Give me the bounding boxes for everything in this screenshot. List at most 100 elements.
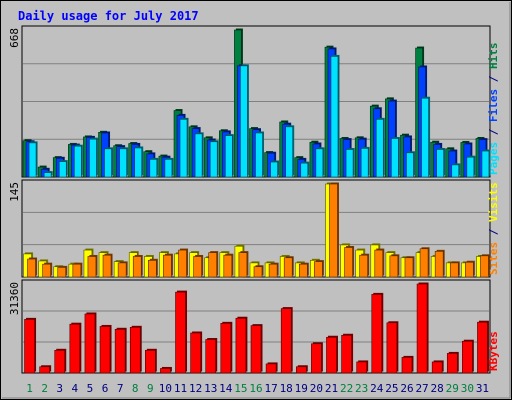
bar-sites xyxy=(283,257,293,278)
x-tick-label: 7 xyxy=(117,382,124,395)
legend-entry: Hits xyxy=(487,43,500,70)
bar-pages xyxy=(345,149,354,178)
bar-kbytes xyxy=(265,363,277,374)
bar-sites xyxy=(57,267,67,278)
bar-kbytes xyxy=(326,336,337,374)
bar-pages xyxy=(481,150,490,178)
bar-sites xyxy=(449,262,459,278)
bar-pages xyxy=(119,148,127,178)
x-tick-label: 27 xyxy=(415,382,428,395)
bar-sites xyxy=(148,260,157,278)
bar-kbytes xyxy=(114,328,126,374)
bar-pages xyxy=(209,141,218,178)
panel-kbytes: 31360 KBytes xyxy=(8,279,500,374)
bar-kbytes xyxy=(280,308,292,374)
bar-sites xyxy=(389,255,399,278)
bar-pages xyxy=(406,152,414,178)
bar-kbytes xyxy=(24,319,35,374)
bar-kbytes xyxy=(39,366,50,374)
x-tick-label: 10 xyxy=(159,382,172,395)
bar-kbytes xyxy=(477,321,488,374)
side-legend: Sites / Visits xyxy=(487,182,500,275)
bar-pages xyxy=(330,56,339,178)
bar-sites xyxy=(132,256,142,278)
x-tick-label: 9 xyxy=(147,382,154,395)
x-tick-label: 21 xyxy=(325,382,338,395)
bar-sites xyxy=(374,249,384,278)
bar-kbytes xyxy=(190,332,201,374)
x-tick-label: 2 xyxy=(41,382,48,395)
bar-sites xyxy=(314,261,323,278)
x-tick-label: 4 xyxy=(72,382,79,395)
bar-pages xyxy=(285,126,293,178)
x-tick-label: 16 xyxy=(249,382,262,395)
axis-max-label: 31360 xyxy=(8,282,21,315)
x-tick-label: 5 xyxy=(87,382,94,395)
bar-kbytes xyxy=(386,322,398,374)
legend-entry: / xyxy=(487,122,500,142)
bar-sites xyxy=(72,263,82,278)
bar-kbytes xyxy=(160,368,171,374)
x-tick-label: 6 xyxy=(102,382,109,395)
bar-kbytes xyxy=(311,343,322,374)
x-tick-label: 1 xyxy=(26,382,33,395)
x-tick-label: 14 xyxy=(219,382,233,395)
bar-sites xyxy=(193,256,202,278)
bar-pages xyxy=(240,65,248,178)
bar-pages xyxy=(375,119,384,178)
bar-pages xyxy=(436,149,444,178)
bar-kbytes xyxy=(295,366,307,374)
bar-sites xyxy=(359,254,368,278)
bar-sites xyxy=(117,262,127,278)
bar-kbytes xyxy=(145,349,156,374)
legend-entry: / xyxy=(487,222,500,242)
bar-pages xyxy=(421,97,429,178)
x-axis-labels: 1 2 3 4 5 6 7 8 9 10 11 12 13 14 15 16 17 18 19 20 21 22 23 24 2… xyxy=(26,382,489,395)
legend-entry: / xyxy=(487,69,500,89)
x-tick-label: 30 xyxy=(461,382,474,395)
x-tick-label: 31 xyxy=(476,382,489,395)
bar-kbytes xyxy=(220,323,232,374)
bar-kbytes xyxy=(341,334,352,374)
bar-pages xyxy=(134,147,143,178)
bar-pages xyxy=(58,161,67,178)
bar-kbytes xyxy=(235,317,247,374)
legend-entry: Visits xyxy=(487,182,500,222)
x-tick-label: 29 xyxy=(446,382,459,395)
bar-kbytes xyxy=(129,327,141,374)
bar-sites xyxy=(480,255,489,278)
bar-kbytes xyxy=(99,326,111,374)
x-tick-label: 13 xyxy=(204,382,217,395)
bar-sites xyxy=(434,251,444,278)
bar-sites xyxy=(87,256,97,278)
x-tick-label: 20 xyxy=(310,382,323,395)
bar-sites xyxy=(465,261,474,278)
bar-kbytes xyxy=(205,339,217,374)
bar-sites xyxy=(208,252,218,278)
bar-kbytes xyxy=(371,294,383,374)
legend-entry: Files xyxy=(487,89,500,122)
bar-pages xyxy=(28,142,37,178)
x-tick-label: 15 xyxy=(234,382,247,395)
bar-pages xyxy=(255,132,263,178)
x-tick-label: 22 xyxy=(340,382,353,395)
bar-kbytes xyxy=(446,353,458,374)
bar-sites xyxy=(404,257,414,278)
x-tick-label: 28 xyxy=(431,382,444,395)
bar-pages xyxy=(179,119,188,178)
bar-sites xyxy=(268,263,278,278)
x-tick-label: 11 xyxy=(174,382,187,395)
bar-sites xyxy=(344,247,353,278)
bar-pages xyxy=(466,156,475,178)
bar-pages xyxy=(149,159,158,178)
bar-pages xyxy=(43,172,52,178)
x-tick-label: 12 xyxy=(189,382,202,395)
bar-kbytes xyxy=(69,323,81,374)
x-tick-label: 17 xyxy=(264,382,277,395)
bar-pages xyxy=(270,161,278,178)
bar-kbytes xyxy=(84,313,96,374)
x-tick-label: 3 xyxy=(56,382,63,395)
x-tick-label: 23 xyxy=(355,382,368,395)
bar-sites xyxy=(329,183,338,278)
